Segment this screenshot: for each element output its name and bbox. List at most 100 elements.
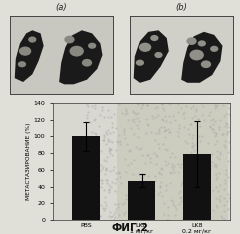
Point (152, 194, 156, 198)
Point (190, 150, 193, 154)
Point (104, 203, 108, 206)
Point (224, 121, 228, 124)
Point (103, 196, 107, 199)
Point (139, 107, 143, 110)
Point (157, 127, 161, 131)
Point (167, 130, 171, 134)
Point (144, 117, 148, 121)
Point (117, 102, 121, 106)
Point (131, 109, 135, 113)
Point (134, 145, 138, 149)
Point (237, 207, 240, 211)
Point (199, 101, 203, 105)
Point (168, 114, 171, 118)
Point (226, 125, 230, 129)
Point (189, 122, 193, 125)
Point (141, 194, 145, 197)
Point (104, 168, 108, 172)
Point (108, 184, 111, 187)
Point (190, 178, 194, 182)
Point (100, 167, 104, 171)
Point (117, 133, 121, 137)
Point (146, 153, 150, 157)
Point (185, 141, 189, 145)
Point (116, 141, 120, 144)
Point (107, 188, 110, 191)
Point (114, 148, 118, 151)
Point (196, 117, 199, 121)
Point (110, 180, 114, 184)
Point (200, 134, 204, 138)
Point (205, 204, 209, 208)
Point (184, 156, 188, 160)
Point (187, 189, 191, 193)
Point (153, 138, 157, 142)
Point (91, 169, 95, 173)
Point (195, 184, 198, 187)
Point (162, 125, 166, 129)
Point (202, 180, 206, 184)
Point (108, 149, 112, 152)
Point (123, 157, 127, 161)
Point (144, 131, 148, 135)
Point (110, 121, 114, 124)
Point (100, 178, 104, 182)
Circle shape (28, 37, 36, 43)
Point (113, 189, 117, 193)
Point (149, 207, 153, 211)
Point (192, 201, 196, 205)
Point (101, 165, 105, 168)
Point (163, 129, 167, 132)
Text: ФИГ.2: ФИГ.2 (111, 223, 148, 233)
Point (193, 188, 197, 192)
Point (187, 156, 191, 160)
Point (201, 192, 205, 196)
Point (222, 132, 225, 136)
Point (161, 142, 165, 146)
Polygon shape (181, 32, 222, 83)
Point (192, 171, 196, 175)
Point (168, 130, 172, 134)
Point (109, 115, 113, 119)
Point (173, 170, 176, 174)
Point (177, 191, 180, 195)
Point (198, 139, 202, 143)
Point (194, 107, 198, 110)
Point (108, 149, 111, 153)
Point (161, 194, 164, 198)
Point (157, 170, 161, 174)
Point (89, 178, 93, 182)
Point (108, 169, 112, 173)
Bar (117, 103, 228, 220)
Point (122, 212, 126, 216)
Point (149, 218, 153, 221)
Point (145, 154, 149, 157)
Point (114, 172, 118, 175)
Point (109, 147, 113, 151)
Point (221, 103, 225, 107)
Circle shape (18, 61, 26, 67)
Point (104, 142, 108, 145)
Point (88, 136, 92, 140)
Point (204, 152, 207, 156)
Point (239, 142, 240, 145)
Point (224, 172, 228, 176)
Point (112, 212, 116, 216)
Point (99, 178, 103, 182)
Circle shape (189, 50, 204, 60)
Point (223, 178, 227, 182)
Point (182, 158, 186, 161)
Point (202, 158, 205, 161)
Point (104, 159, 108, 162)
Point (222, 188, 226, 191)
Point (94, 148, 98, 152)
Point (156, 113, 160, 117)
Point (116, 202, 120, 206)
Point (134, 212, 138, 216)
Point (122, 201, 126, 205)
Point (122, 129, 126, 133)
Point (147, 210, 151, 213)
Circle shape (210, 46, 218, 52)
Point (180, 162, 183, 166)
Point (154, 131, 158, 135)
